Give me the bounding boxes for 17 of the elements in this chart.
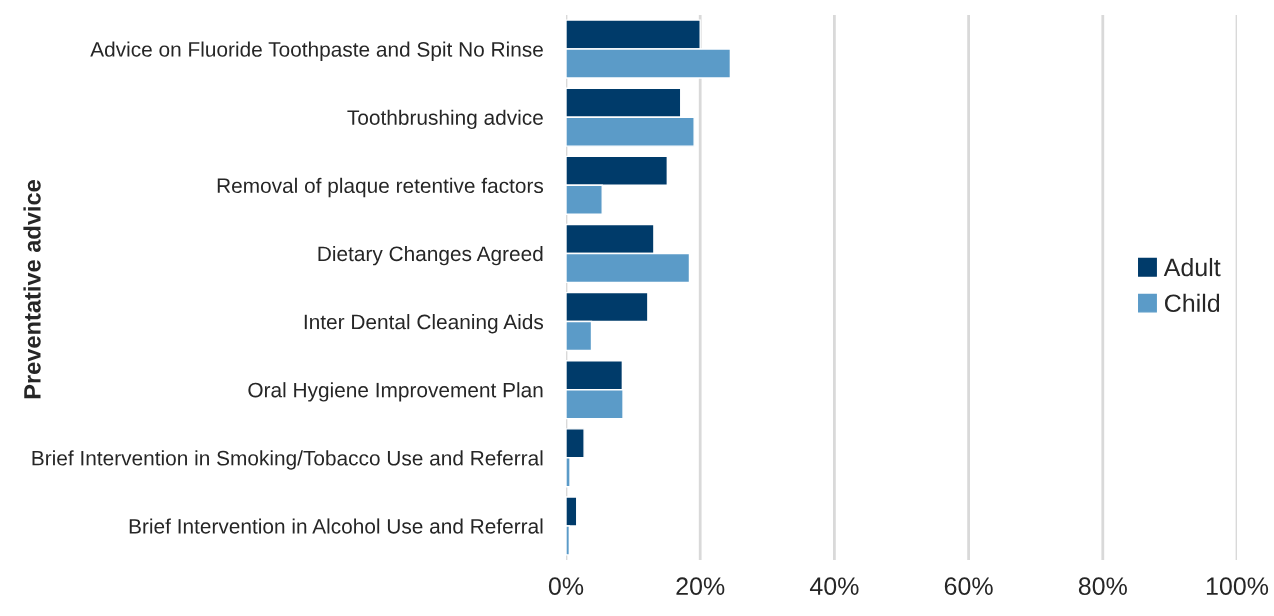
legend-label: Adult xyxy=(1163,257,1221,277)
y-tick-label: Inter Dental Cleaning Aids xyxy=(304,314,544,334)
y-tick-label: Brief Intervention in Smoking/Tobacco Use and Referral xyxy=(32,450,543,470)
y-tick-label: Removal of plaque retentive factors xyxy=(217,177,544,198)
x-tick-label: 100% xyxy=(1206,577,1269,596)
x-tick-label: 80% xyxy=(1078,577,1127,596)
y-tick-label: Brief Intervention in Alcohol Use and Referral xyxy=(129,518,543,534)
x-tick-label: 0% xyxy=(548,577,584,596)
y-tick-label: Toothbrushing advice xyxy=(347,109,543,130)
x-tick-label: 20% xyxy=(676,577,725,596)
y-tick-label: Oral Hygiene Improvement Plan xyxy=(248,382,543,402)
y-tick-label: Advice on Fluoride Toothpaste and Spit No Rinse xyxy=(90,41,543,61)
y-axis-title: Preventative advice xyxy=(23,180,41,399)
legend-label: Child xyxy=(1164,293,1220,313)
x-tick-label: 40% xyxy=(809,577,859,596)
y-tick-label: Dietary Changes Agreed xyxy=(318,245,543,266)
x-tick-label: 60% xyxy=(944,577,993,596)
